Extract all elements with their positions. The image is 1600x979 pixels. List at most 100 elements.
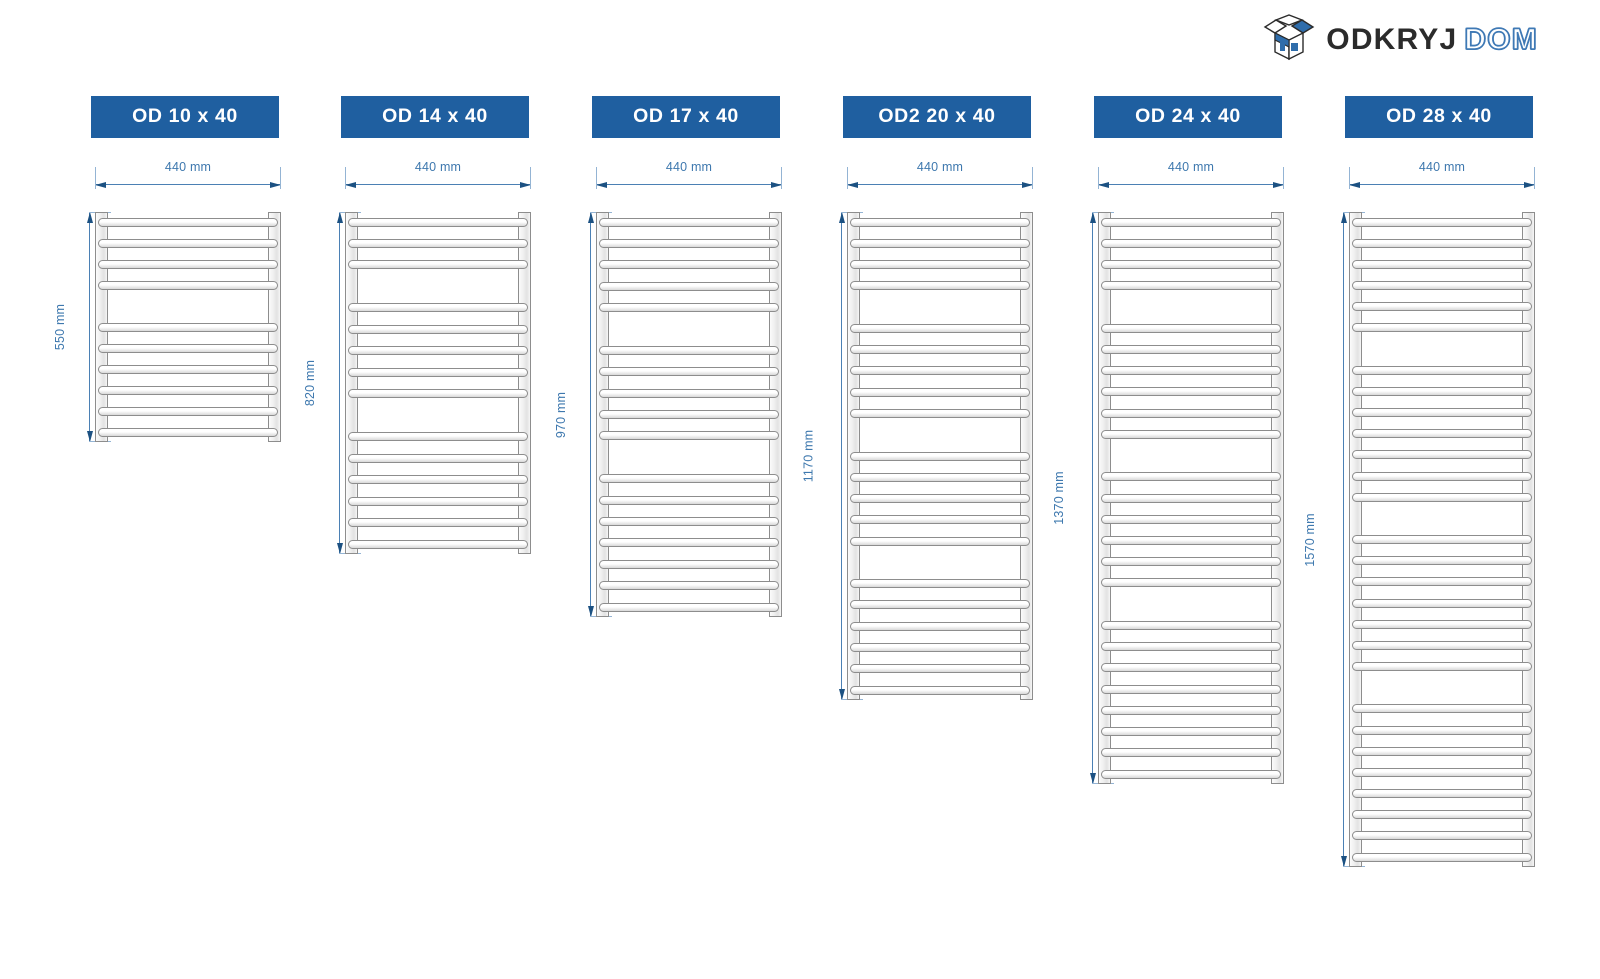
model-badge[interactable]: OD 17 x 40 <box>592 96 780 138</box>
width-dimension-label: 440 mm <box>1418 160 1466 174</box>
radiator-rung <box>1352 810 1532 820</box>
radiator-rung <box>1352 238 1532 248</box>
radiator-rung <box>98 280 278 290</box>
radiator-rung <box>850 408 1030 418</box>
radiator-rung <box>1352 408 1532 417</box>
model-badge[interactable]: OD 28 x 40 <box>1345 96 1533 138</box>
radiator-rung <box>1101 387 1281 397</box>
width-dimension-label: 440 mm <box>916 160 964 174</box>
extension-tick <box>280 167 281 189</box>
radiator-drawing <box>596 212 782 617</box>
radiator-rung <box>599 602 779 612</box>
radiator-rung <box>599 303 779 313</box>
radiator-drawing <box>1098 212 1284 784</box>
dimension-line <box>95 184 281 185</box>
radiator-rung <box>1101 408 1281 418</box>
radiator-rung <box>1352 746 1532 756</box>
radiator-rung <box>850 515 1030 525</box>
radiator-rung <box>1101 514 1281 524</box>
radiator-rung <box>98 427 278 437</box>
radiator-rung <box>1352 577 1532 587</box>
arrow-up-icon <box>337 212 343 223</box>
radiator-rung <box>599 431 779 441</box>
arrow-left-icon <box>95 182 106 188</box>
radiator-rung <box>348 217 528 227</box>
radiator-drawing <box>1349 212 1535 867</box>
radiator-rung <box>348 346 528 356</box>
height-dimension-label: 1170 mm <box>801 429 816 483</box>
product-column: OD 24 x 40 440 mm 1370 mm <box>1052 0 1313 979</box>
product-column: OD 10 x 40 440 mm 550 mm <box>53 0 310 979</box>
radiator-rung <box>599 559 779 569</box>
dimension-line <box>1343 212 1344 867</box>
radiator-rung <box>1101 472 1281 482</box>
radiator-rung <box>1352 281 1532 290</box>
radiator-rung <box>1101 663 1281 673</box>
product-column: OD 28 x 40 440 mm 1570 mm <box>1303 0 1564 979</box>
arrow-right-icon <box>1022 182 1033 188</box>
radiator-drawing <box>345 212 531 554</box>
model-badge[interactable]: OD 10 x 40 <box>91 96 279 138</box>
dimension-line <box>590 212 591 617</box>
radiator-rung <box>599 345 779 355</box>
width-dimension-label: 440 mm <box>1167 160 1215 174</box>
radiator-rung <box>98 406 278 416</box>
extension-tick <box>596 167 597 189</box>
radiator-rung <box>850 621 1030 631</box>
width-dimension: 440 mm <box>1349 160 1535 189</box>
radiator-rung <box>348 367 528 377</box>
radiator-rung <box>1101 493 1281 503</box>
arrow-up-icon <box>87 212 93 223</box>
arrow-left-icon <box>345 182 356 188</box>
height-dimension: 970 mm <box>554 212 612 617</box>
radiator-drawing <box>847 212 1033 700</box>
radiator-rung <box>1352 852 1532 862</box>
radiator-rung <box>98 217 278 227</box>
radiator-rung <box>850 579 1030 589</box>
arrow-right-icon <box>520 182 531 188</box>
radiator-rung <box>599 367 779 377</box>
dimension-line <box>1349 184 1535 185</box>
radiator-rung <box>348 389 528 399</box>
radiator-rung <box>1101 727 1281 737</box>
width-dimension: 440 mm <box>1098 160 1284 189</box>
radiator-rung <box>599 238 779 248</box>
product-column: OD2 20 x 40 440 mm 1170 mm <box>802 0 1062 979</box>
arrow-right-icon <box>1273 182 1284 188</box>
radiator-rung <box>850 260 1030 270</box>
radiator-rung <box>850 600 1030 610</box>
radiator-rung <box>1352 429 1532 439</box>
model-badge[interactable]: OD 14 x 40 <box>341 96 529 138</box>
radiator-rung <box>1352 831 1532 841</box>
radiator-rung <box>1352 598 1532 608</box>
extension-tick <box>847 167 848 189</box>
radiator-rung <box>1101 323 1281 333</box>
radiator-rung <box>599 495 779 505</box>
model-badge[interactable]: OD 24 x 40 <box>1094 96 1282 138</box>
radiator-rung <box>850 685 1030 695</box>
height-dimension-label: 550 mm <box>52 303 67 351</box>
dimension-line <box>596 184 782 185</box>
arrow-right-icon <box>1524 182 1535 188</box>
height-dimension: 1170 mm <box>802 212 863 700</box>
radiator-rung <box>850 451 1030 461</box>
radiator-rung <box>599 581 779 591</box>
radiator-rung <box>98 364 278 374</box>
extension-tick <box>1098 167 1099 189</box>
radiator-rung <box>1352 704 1532 714</box>
width-dimension: 440 mm <box>345 160 531 189</box>
height-dimension: 1370 mm <box>1052 212 1114 784</box>
radiator-rung <box>98 238 278 248</box>
arrow-left-icon <box>847 182 858 188</box>
model-badge[interactable]: OD2 20 x 40 <box>843 96 1031 138</box>
width-dimension-label: 440 mm <box>665 160 713 174</box>
arrow-down-icon <box>337 543 343 554</box>
radiator-rung <box>599 217 779 227</box>
radiator-rung <box>1352 259 1532 269</box>
arrow-down-icon <box>588 606 594 617</box>
radiator-rung <box>1352 217 1532 227</box>
arrow-up-icon <box>839 212 845 223</box>
radiator-rung <box>1352 302 1532 312</box>
radiator-rung <box>348 260 528 270</box>
arrow-left-icon <box>1349 182 1360 188</box>
